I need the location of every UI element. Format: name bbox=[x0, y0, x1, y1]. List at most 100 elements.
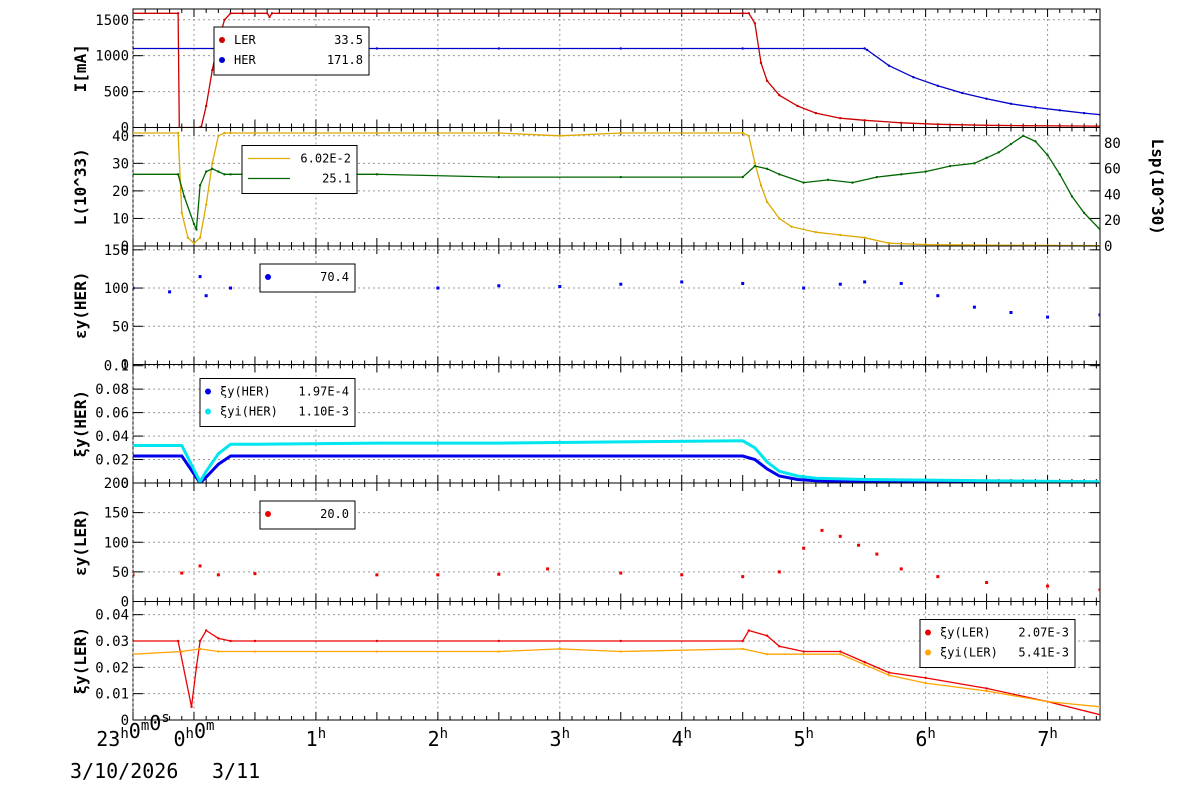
data-point bbox=[1098, 124, 1100, 128]
data-point bbox=[863, 119, 866, 122]
data-point bbox=[229, 131, 232, 135]
data-point bbox=[216, 573, 220, 577]
data-point bbox=[936, 294, 940, 298]
data-point bbox=[814, 479, 818, 482]
data-point bbox=[195, 228, 198, 231]
data-point bbox=[180, 571, 184, 575]
data-point bbox=[176, 173, 180, 176]
legend-box bbox=[919, 619, 1076, 668]
data-point bbox=[1082, 211, 1086, 215]
y-tick-label: 0.01 bbox=[95, 687, 129, 703]
legend-marker bbox=[925, 629, 931, 636]
data-point bbox=[765, 167, 769, 171]
data-point bbox=[253, 131, 257, 135]
data-point bbox=[198, 480, 202, 483]
data-point bbox=[985, 156, 988, 160]
right-y-tick-label: 20 bbox=[1104, 213, 1121, 229]
data-point bbox=[759, 184, 763, 187]
data-point bbox=[839, 116, 842, 120]
data-point bbox=[133, 573, 135, 577]
data-point bbox=[375, 454, 379, 458]
data-point bbox=[558, 647, 561, 651]
data-point bbox=[985, 97, 988, 100]
data-point bbox=[1046, 700, 1049, 703]
data-point bbox=[1098, 713, 1100, 716]
data-point bbox=[1058, 109, 1061, 112]
data-point bbox=[741, 575, 745, 579]
data-point bbox=[973, 162, 976, 165]
data-point bbox=[790, 225, 793, 228]
data-point bbox=[253, 454, 257, 458]
legend-value: 2.07E-3 bbox=[1018, 626, 1069, 640]
data-point bbox=[619, 639, 622, 643]
data-point bbox=[546, 567, 550, 571]
data-point bbox=[765, 634, 769, 637]
data-point bbox=[1098, 480, 1100, 483]
data-point bbox=[778, 474, 781, 478]
y-tick-label: 50 bbox=[112, 565, 129, 581]
data-point bbox=[1058, 124, 1061, 128]
data-point bbox=[1098, 705, 1100, 709]
data-point bbox=[229, 443, 232, 446]
data-point bbox=[796, 104, 799, 108]
legend-series-name: ξy(LER) bbox=[940, 626, 991, 640]
data-point bbox=[211, 167, 214, 171]
legend-value: 1.10E-3 bbox=[298, 405, 349, 419]
right-y-tick-label: 80 bbox=[1104, 136, 1121, 152]
data-point bbox=[558, 134, 561, 137]
x-tick-label: 0h0m bbox=[173, 718, 214, 751]
data-point bbox=[375, 639, 379, 643]
y-axis-label: ξy(HER) bbox=[71, 390, 90, 457]
data-point bbox=[753, 162, 757, 165]
data-point bbox=[133, 12, 135, 15]
y-tick-label: 10 bbox=[112, 211, 129, 227]
data-point bbox=[741, 647, 744, 651]
data-point bbox=[839, 650, 842, 653]
legend-value: 33.5 bbox=[334, 33, 363, 47]
right-y-axis-label: Lsp(10^30) bbox=[1148, 139, 1167, 235]
data-point bbox=[176, 639, 180, 643]
x-tick-label: 23h0m0s bbox=[96, 710, 170, 751]
y-tick-label: 0.02 bbox=[95, 453, 129, 469]
data-point bbox=[375, 441, 379, 445]
data-point bbox=[133, 444, 135, 447]
panel-5: 0 50 100 150 200 εy(LER) 20.0 bbox=[71, 476, 1101, 611]
data-point bbox=[765, 200, 769, 204]
data-point bbox=[497, 12, 501, 15]
data-point bbox=[229, 454, 232, 458]
data-point bbox=[753, 458, 757, 461]
y-axis-label: ξy(LER) bbox=[71, 627, 90, 694]
data-point bbox=[747, 629, 751, 632]
series-1 bbox=[133, 629, 1100, 716]
data-point bbox=[802, 652, 805, 656]
data-point bbox=[176, 131, 180, 135]
legend: 6.02E-2 25.1 bbox=[241, 145, 358, 194]
y-tick-label: 0 bbox=[121, 595, 129, 611]
data-point bbox=[997, 151, 1000, 154]
data-point bbox=[436, 573, 440, 577]
data-point bbox=[217, 650, 220, 653]
legend-marker bbox=[925, 649, 931, 656]
y-tick-label: 0 bbox=[121, 713, 129, 729]
data-point bbox=[777, 570, 781, 574]
data-point bbox=[863, 47, 866, 50]
data-point bbox=[375, 12, 379, 15]
data-point bbox=[1034, 140, 1037, 143]
legend-marker bbox=[205, 408, 211, 415]
data-point bbox=[802, 286, 806, 290]
data-point bbox=[936, 123, 940, 126]
data-point bbox=[204, 475, 208, 479]
data-point bbox=[1009, 311, 1013, 315]
data-point bbox=[900, 173, 903, 176]
data-point bbox=[558, 285, 562, 289]
legend-value: 6.02E-2 bbox=[300, 152, 351, 166]
legend: ξy(HER) 1.97E-4 ξyi(HER) 1.10E-3 bbox=[199, 378, 356, 427]
data-point bbox=[375, 47, 379, 50]
data-point bbox=[375, 173, 379, 176]
data-point bbox=[887, 242, 891, 245]
data-point bbox=[839, 652, 842, 656]
data-point bbox=[229, 12, 232, 15]
data-point bbox=[875, 175, 879, 179]
data-point bbox=[765, 79, 769, 83]
